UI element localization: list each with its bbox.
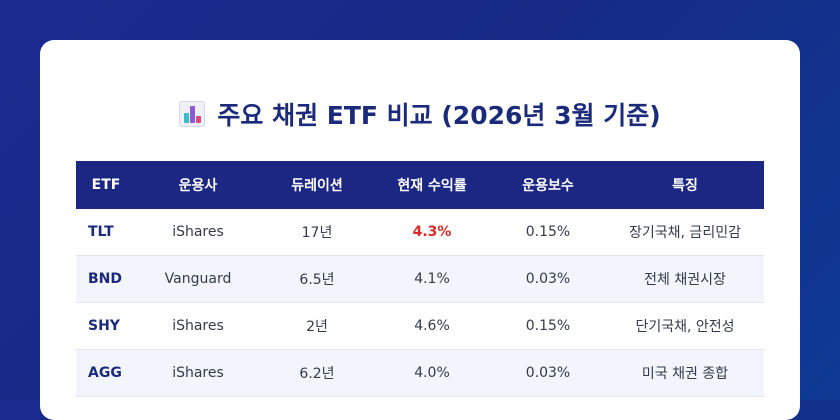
cell-fee: 0.03% <box>490 255 606 303</box>
cell-yield: 4.0% <box>374 349 490 397</box>
cell-issuer: iShares <box>136 209 260 256</box>
cell-fee: 0.03% <box>490 349 606 397</box>
cell-yield: 4.6% <box>374 302 490 350</box>
table-header-row: ETF 운용사 듀레이션 현재 수익률 운용보수 특징 <box>76 161 764 209</box>
cell-fee: 0.15% <box>490 209 606 256</box>
header-yield: 현재 수익률 <box>374 161 490 209</box>
cell-fee: 0.15% <box>490 302 606 350</box>
table-row: AGG iShares 6.2년 4.0% 0.03% 미국 채권 종합 <box>76 349 764 397</box>
cell-etf: BND <box>76 255 136 303</box>
header-feature: 특징 <box>606 161 764 209</box>
cell-duration: 6.2년 <box>260 349 374 397</box>
page-title-text: 주요 채권 ETF 비교 (2026년 3월 기준) <box>217 101 661 130</box>
cell-issuer: iShares <box>136 302 260 350</box>
cell-feature: 장기국채, 금리민감 <box>606 209 764 256</box>
page-title: 주요 채권 ETF 비교 (2026년 3월 기준) <box>0 96 840 132</box>
header-issuer: 운용사 <box>136 161 260 209</box>
header-duration: 듀레이션 <box>260 161 374 209</box>
cell-yield: 4.3% <box>374 209 490 256</box>
header-fee: 운용보수 <box>490 161 606 209</box>
cell-etf: SHY <box>76 302 136 350</box>
table-row: TLT iShares 17년 4.3% 0.15% 장기국채, 금리민감 <box>76 209 764 256</box>
cell-feature: 전체 채권시장 <box>606 255 764 303</box>
table-row: SHY iShares 2년 4.6% 0.15% 단기국채, 안전성 <box>76 302 764 350</box>
cell-duration: 6.5년 <box>260 255 374 303</box>
cell-duration: 2년 <box>260 302 374 350</box>
cell-yield: 4.1% <box>374 255 490 303</box>
cell-issuer: Vanguard <box>136 255 260 303</box>
cell-feature: 미국 채권 종합 <box>606 349 764 397</box>
bar-chart-icon <box>179 101 206 127</box>
etf-comparison-table: ETF 운용사 듀레이션 현재 수익률 운용보수 특징 TLT iShares … <box>76 161 764 397</box>
cell-etf: AGG <box>76 349 136 397</box>
cell-feature: 단기국채, 안전성 <box>606 302 764 350</box>
header-etf: ETF <box>76 161 136 209</box>
cell-duration: 17년 <box>260 209 374 256</box>
cell-issuer: iShares <box>136 349 260 397</box>
table-row: BND Vanguard 6.5년 4.1% 0.03% 전체 채권시장 <box>76 255 764 303</box>
cell-etf: TLT <box>76 209 136 256</box>
